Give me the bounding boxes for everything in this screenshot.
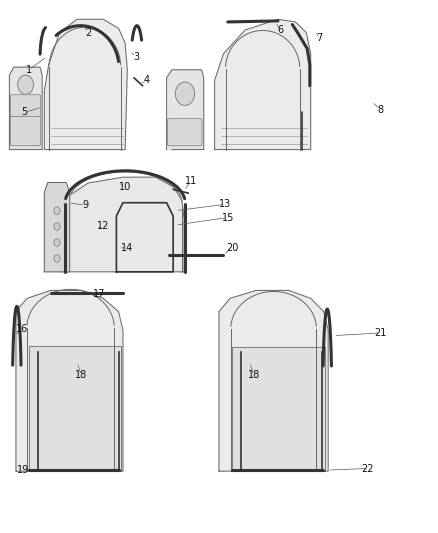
Text: 8: 8 <box>378 104 384 115</box>
Text: 7: 7 <box>316 33 322 43</box>
Polygon shape <box>219 290 328 471</box>
Text: 15: 15 <box>222 213 234 223</box>
Text: 13: 13 <box>219 199 232 209</box>
Text: 5: 5 <box>21 107 28 117</box>
FancyBboxPatch shape <box>11 95 40 117</box>
Text: 4: 4 <box>144 76 150 85</box>
Polygon shape <box>44 19 127 150</box>
Text: 11: 11 <box>184 176 197 187</box>
Polygon shape <box>16 290 123 471</box>
Polygon shape <box>44 182 70 272</box>
Text: 14: 14 <box>121 243 134 253</box>
Text: 10: 10 <box>119 182 131 192</box>
Circle shape <box>54 223 60 230</box>
Text: 18: 18 <box>75 370 88 381</box>
FancyBboxPatch shape <box>167 119 202 146</box>
Text: 19: 19 <box>17 465 29 474</box>
FancyBboxPatch shape <box>11 116 40 146</box>
Text: 16: 16 <box>15 324 28 334</box>
Text: 2: 2 <box>85 28 91 38</box>
Text: 1: 1 <box>26 65 32 75</box>
Text: 21: 21 <box>374 328 387 338</box>
Polygon shape <box>232 348 325 471</box>
Polygon shape <box>10 67 42 150</box>
Circle shape <box>54 207 60 214</box>
Circle shape <box>18 75 33 94</box>
Text: 12: 12 <box>97 221 110 231</box>
Text: 17: 17 <box>93 289 105 299</box>
Text: 20: 20 <box>226 243 238 253</box>
Circle shape <box>54 239 60 246</box>
Text: 3: 3 <box>133 52 139 61</box>
Text: 6: 6 <box>277 25 283 35</box>
Text: 22: 22 <box>361 464 374 473</box>
Text: 9: 9 <box>83 200 89 211</box>
Polygon shape <box>215 19 311 150</box>
Text: 18: 18 <box>248 370 260 381</box>
Circle shape <box>54 255 60 262</box>
Polygon shape <box>60 177 184 272</box>
Polygon shape <box>29 346 121 471</box>
Circle shape <box>175 82 194 106</box>
Polygon shape <box>166 70 204 150</box>
